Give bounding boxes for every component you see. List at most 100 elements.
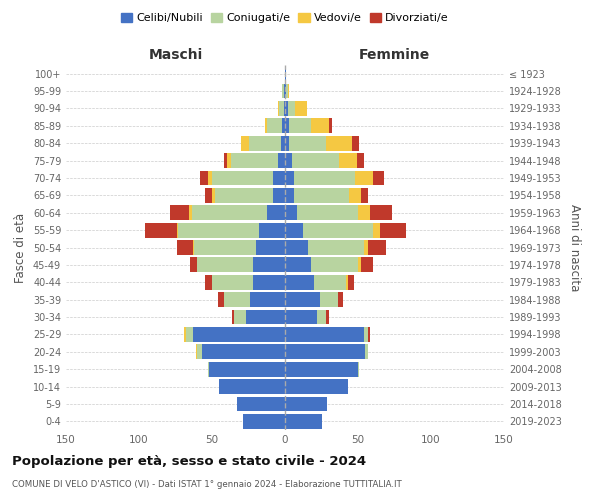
Bar — [285, 188, 294, 202]
Bar — [285, 327, 364, 342]
Bar — [368, 240, 386, 255]
Bar — [380, 222, 406, 238]
Text: Femmine: Femmine — [359, 48, 430, 62]
Bar — [215, 188, 274, 202]
Bar — [285, 101, 288, 116]
Bar — [231, 153, 278, 168]
Bar — [265, 118, 268, 133]
Bar — [285, 292, 320, 307]
Bar — [190, 258, 197, 272]
Text: Maschi: Maschi — [148, 48, 203, 62]
Bar — [281, 136, 285, 150]
Bar — [193, 240, 194, 255]
Bar — [285, 222, 302, 238]
Bar — [285, 396, 328, 411]
Bar — [268, 118, 282, 133]
Bar — [278, 101, 279, 116]
Bar — [285, 136, 289, 150]
Bar — [194, 240, 256, 255]
Bar — [368, 327, 370, 342]
Bar — [292, 153, 339, 168]
Bar — [208, 170, 212, 186]
Bar — [358, 206, 370, 220]
Bar — [285, 414, 322, 428]
Bar — [285, 170, 294, 186]
Bar — [200, 170, 208, 186]
Bar — [311, 258, 358, 272]
Bar — [205, 188, 212, 202]
Bar — [224, 292, 250, 307]
Bar — [248, 136, 281, 150]
Bar — [288, 101, 295, 116]
Bar — [234, 310, 245, 324]
Bar — [178, 222, 259, 238]
Bar — [197, 344, 202, 359]
Bar — [317, 310, 326, 324]
Bar — [285, 84, 286, 98]
Bar — [224, 153, 227, 168]
Bar — [184, 327, 186, 342]
Bar — [253, 258, 285, 272]
Bar — [245, 310, 285, 324]
Bar — [285, 379, 348, 394]
Bar — [227, 153, 231, 168]
Bar — [346, 275, 348, 289]
Bar — [282, 118, 285, 133]
Bar — [186, 327, 193, 342]
Bar — [370, 206, 392, 220]
Bar — [302, 222, 373, 238]
Bar — [365, 344, 368, 359]
Bar — [364, 240, 368, 255]
Bar — [358, 362, 359, 376]
Bar — [193, 327, 285, 342]
Bar — [212, 275, 253, 289]
Bar — [212, 188, 215, 202]
Bar — [361, 258, 373, 272]
Bar — [212, 170, 274, 186]
Bar — [241, 136, 248, 150]
Bar — [250, 292, 285, 307]
Bar — [177, 240, 193, 255]
Bar — [232, 310, 234, 324]
Bar — [285, 275, 314, 289]
Bar — [218, 292, 224, 307]
Bar — [294, 170, 355, 186]
Bar — [373, 222, 380, 238]
Bar — [311, 118, 329, 133]
Bar — [285, 240, 308, 255]
Bar — [242, 414, 285, 428]
Bar — [355, 170, 373, 186]
Bar — [285, 206, 296, 220]
Bar — [259, 222, 285, 238]
Bar — [191, 206, 268, 220]
Bar — [349, 188, 361, 202]
Bar — [285, 258, 311, 272]
Bar — [278, 153, 285, 168]
Bar — [338, 292, 343, 307]
Y-axis label: Fasce di età: Fasce di età — [14, 212, 27, 282]
Bar — [308, 240, 364, 255]
Bar — [170, 206, 188, 220]
Bar — [326, 310, 329, 324]
Bar — [320, 292, 338, 307]
Bar — [329, 118, 332, 133]
Bar — [286, 84, 288, 98]
Bar — [285, 66, 286, 81]
Bar — [197, 258, 253, 272]
Bar — [145, 222, 177, 238]
Text: COMUNE DI VELO D'ASTICO (VI) - Dati ISTAT 1° gennaio 2024 - Elaborazione TUTTITA: COMUNE DI VELO D'ASTICO (VI) - Dati ISTA… — [12, 480, 402, 489]
Bar — [339, 153, 356, 168]
Bar — [274, 170, 285, 186]
Bar — [294, 188, 349, 202]
Bar — [209, 362, 285, 376]
Bar — [296, 206, 358, 220]
Bar — [314, 275, 346, 289]
Bar — [268, 206, 285, 220]
Bar — [205, 275, 212, 289]
Bar — [348, 275, 353, 289]
Bar — [289, 118, 311, 133]
Bar — [284, 101, 285, 116]
Bar — [274, 188, 285, 202]
Bar — [361, 188, 368, 202]
Bar — [202, 344, 285, 359]
